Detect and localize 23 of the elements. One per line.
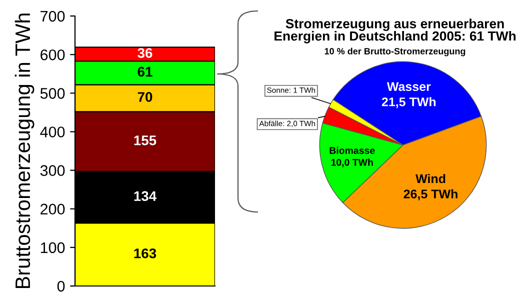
chart-title: Stromerzeugung aus erneuerbaren Energien in Deutschland 2005: 61 TWh <box>274 18 516 44</box>
y-tick-label: 0 <box>57 280 65 292</box>
y-tick-label: 300 <box>40 165 65 176</box>
y-tick-label: 100 <box>40 242 65 254</box>
y-tick-label: 700 <box>40 10 65 22</box>
data-label: 163 <box>134 248 156 258</box>
slice-label: Biomasse <box>330 146 375 154</box>
slice-label: Wind <box>416 174 446 184</box>
y-tick-label: 400 <box>40 126 65 138</box>
data-label: 61 <box>138 66 152 77</box>
y-axis-title: Bruttostromerzeugung in TWh <box>14 14 34 288</box>
y-tick-label: 500 <box>40 88 65 99</box>
data-label: 155 <box>134 136 156 146</box>
data-label: 36 <box>138 48 152 58</box>
slice-label: Wasser <box>386 82 431 92</box>
y-tick-label: 200 <box>40 204 65 215</box>
data-label: 134 <box>134 191 157 202</box>
data-label: 70 <box>138 92 152 102</box>
data-label: 26,5 TWh <box>404 189 458 200</box>
data-label: 21,5 TWh <box>382 97 436 108</box>
y-tick-label: 600 <box>40 49 65 60</box>
chart-subtitle: 10 % der Brutto-Stromerzeugung <box>324 48 466 56</box>
data-label: 10,0 TWh <box>331 158 373 168</box>
